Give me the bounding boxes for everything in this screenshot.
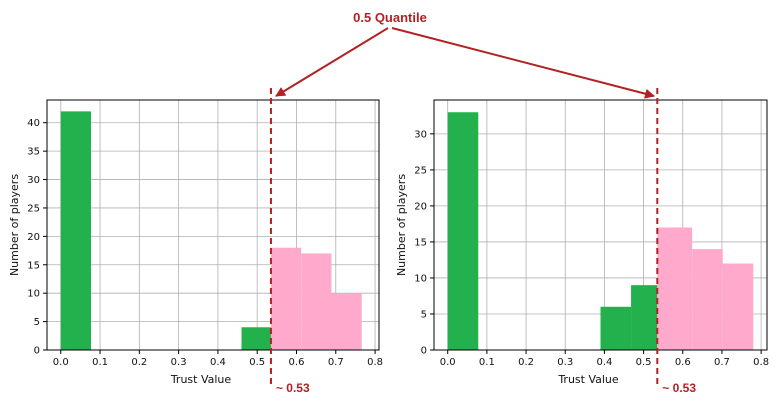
- histogram-bar-above: [270, 247, 302, 350]
- y-tick-label: 10: [414, 273, 427, 284]
- plot-frame: [46, 99, 380, 351]
- y-tick-label: 25: [414, 165, 427, 176]
- quantile-value-label: ~ 0.53: [662, 381, 696, 395]
- histogram-bar-above: [722, 263, 754, 350]
- x-tick-label: 0.4: [596, 357, 612, 368]
- histogram-bar-below: [60, 111, 92, 350]
- x-tick-label: 0.2: [518, 357, 534, 368]
- x-tick-label: 0.1: [479, 357, 495, 368]
- y-tick-label: 10: [27, 289, 40, 300]
- quantile-value-label: ~ 0.53: [276, 381, 310, 395]
- x-tick-label: 0.3: [557, 357, 573, 368]
- y-tick-label: 30: [27, 175, 40, 186]
- y-axis-label: Number of players: [395, 174, 408, 276]
- y-tick-label: 0: [421, 346, 427, 357]
- y-tick-label: 40: [27, 118, 40, 129]
- histogram-bar-below: [447, 112, 479, 351]
- histogram-bar-below: [631, 285, 658, 350]
- histogram-bar-below: [600, 306, 632, 350]
- x-tick-label: 0.7: [714, 357, 730, 368]
- x-axis-label: Trust Value: [170, 373, 232, 386]
- annotation-arrow-right: [391, 27, 655, 99]
- y-tick-label: 30: [414, 129, 427, 140]
- x-tick-label: 0.8: [367, 357, 383, 368]
- x-tick-label: 0.5: [636, 357, 652, 368]
- y-tick-label: 20: [27, 232, 40, 243]
- x-axis-label: Trust Value: [557, 373, 619, 386]
- x-tick-label: 0.4: [210, 357, 226, 368]
- annotation-arrow-left: [275, 27, 389, 97]
- y-tick-label: 15: [27, 260, 40, 271]
- histogram-bar-above: [301, 253, 332, 350]
- y-tick-label: 35: [27, 147, 40, 158]
- x-tick-label: 0.5: [249, 357, 265, 368]
- y-tick-label: 5: [421, 309, 427, 320]
- y-tick-label: 15: [414, 237, 427, 248]
- histogram-bar-above: [657, 227, 693, 350]
- x-tick-label: 0.1: [92, 357, 108, 368]
- x-tick-label: 0.2: [131, 357, 147, 368]
- y-tick-label: 25: [27, 203, 40, 214]
- x-tick-label: 0.3: [171, 357, 187, 368]
- x-tick-label: 0.6: [289, 357, 305, 368]
- y-axis-label: Number of players: [8, 174, 21, 276]
- y-tick-label: 0: [34, 346, 40, 357]
- quantile-annotation: 0.5 Quantile: [275, 10, 655, 99]
- quantile-annotation-text: 0.5 Quantile: [353, 10, 427, 25]
- x-tick-label: 0.0: [440, 357, 456, 368]
- y-tick-label: 20: [414, 201, 427, 212]
- x-tick-label: 0.0: [53, 357, 69, 368]
- x-tick-label: 0.7: [328, 357, 344, 368]
- x-tick-label: 0.8: [753, 357, 769, 368]
- histogram-bar-below: [241, 327, 271, 350]
- histogram-bar-above: [692, 249, 723, 350]
- y-tick-label: 5: [34, 317, 40, 328]
- histogram-left: 0.0 0.1 0.2 0.3 0.4 0.5 0.6 0.7 0.8 0 5 10 15 20 25 30 3…: [8, 88, 383, 395]
- histogram-right: 0.0 0.1 0.2 0.3 0.4 0.5 0.6 0.7 0.8 0 5 10 15 20 25 30 ~…: [395, 88, 769, 395]
- x-tick-label: 0.6: [675, 357, 691, 368]
- plot-frame: [433, 99, 768, 351]
- histogram-bar-above: [331, 293, 362, 350]
